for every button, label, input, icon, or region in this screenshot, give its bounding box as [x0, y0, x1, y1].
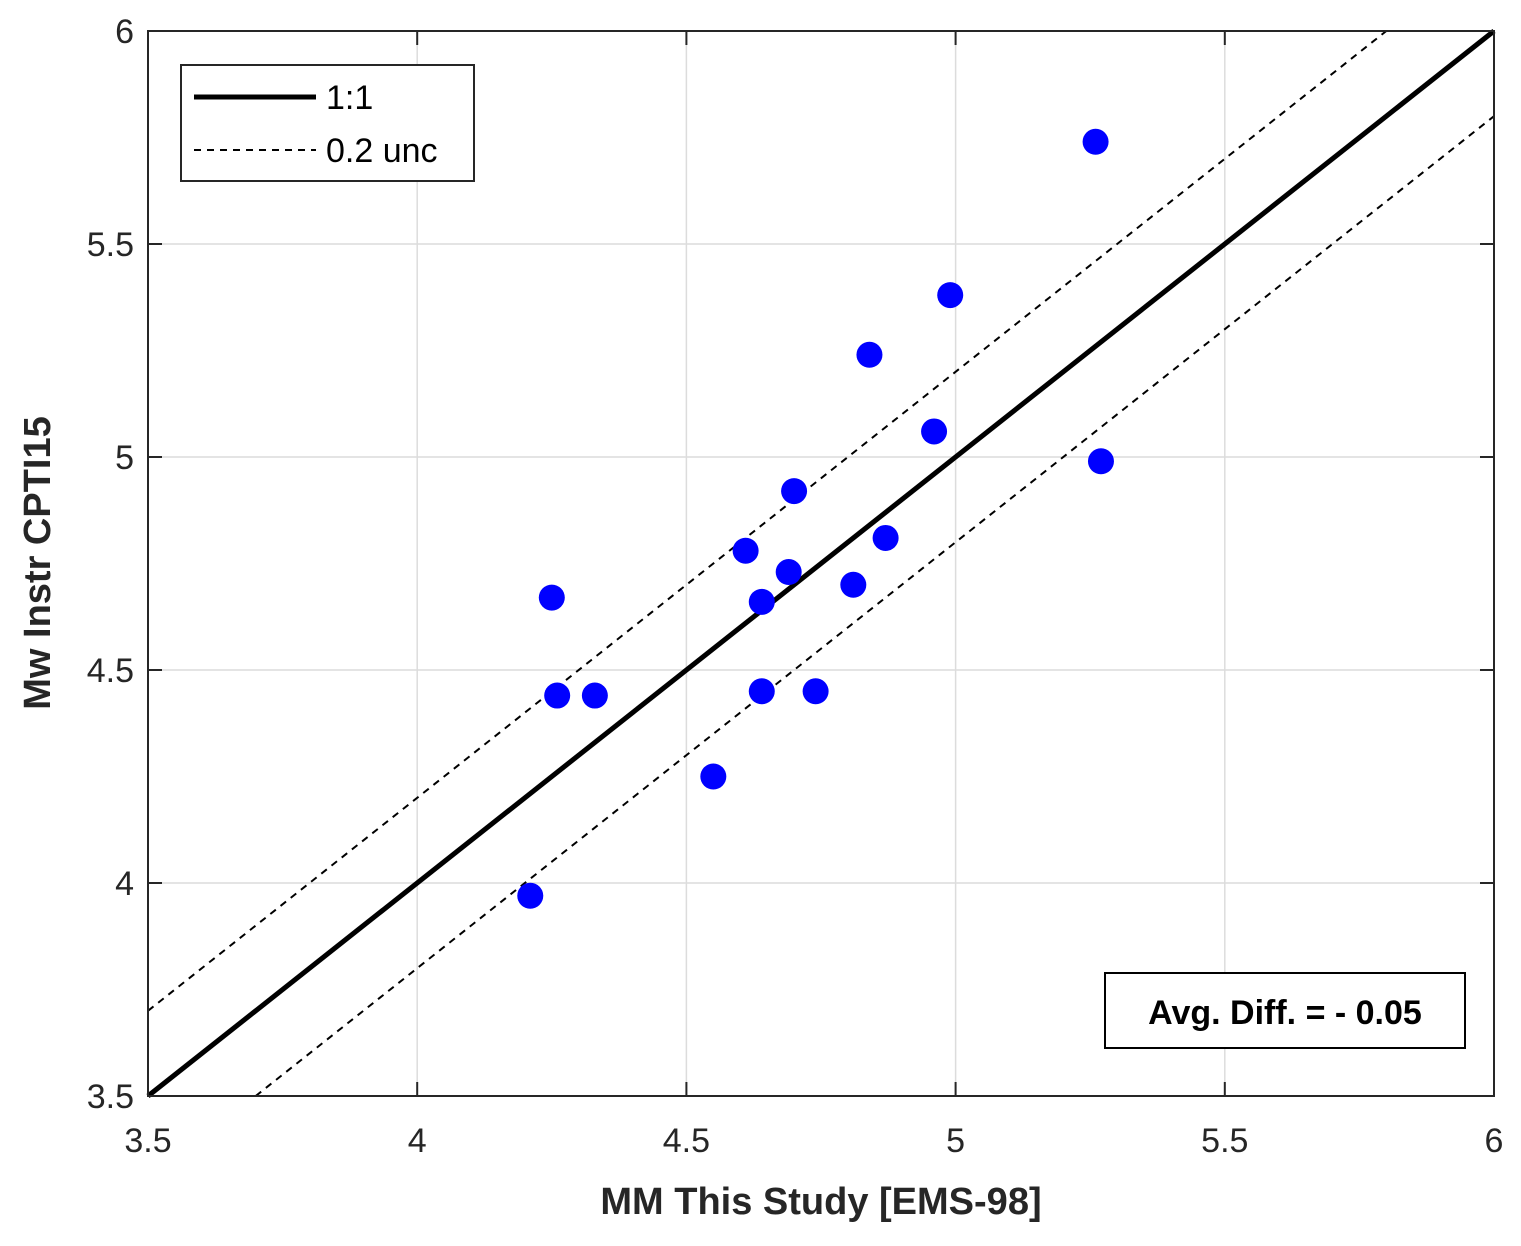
uncertainty-line-2 [255, 115, 1495, 1097]
y-tick-label-0: 3.5 [87, 1078, 134, 1116]
annotation-text: Avg. Diff. = - 0.05 [1148, 994, 1422, 1032]
y-tick-label-2: 4.5 [87, 652, 134, 690]
data-point-17 [1087, 448, 1114, 475]
data-point-4 [700, 763, 727, 790]
data-point-5 [732, 537, 759, 564]
y-tick-label-3: 5 [115, 439, 134, 477]
one-to-one-line [146, 29, 1496, 1098]
legend-box [180, 64, 475, 182]
data-point-1 [538, 584, 565, 611]
x-tick-label-2: 4.5 [663, 1122, 710, 1160]
y-tick-label-5: 6 [115, 13, 134, 51]
x-axis-title: MM This Study [EMS-98] [600, 1181, 1041, 1223]
data-point-16 [1082, 128, 1109, 155]
y-axis-title: Mw Instr CPTI15 [17, 416, 59, 710]
data-point-12 [856, 341, 883, 368]
axes [147, 30, 1495, 1097]
plot-frame [147, 30, 1495, 1097]
y-tick-label-1: 4 [115, 865, 134, 903]
data-point-7 [748, 678, 775, 705]
avg-diff-annotation: Avg. Diff. = - 0.05 [1104, 972, 1466, 1049]
legend: 1:1 0.2 unc [180, 64, 475, 182]
legend-label-1-1: 1:1 [326, 79, 373, 117]
data-point-6 [748, 588, 775, 615]
x-tick-label-1: 4 [408, 1122, 427, 1160]
data-point-2 [544, 682, 571, 709]
data-points [517, 128, 1114, 909]
data-point-15 [937, 282, 964, 309]
tick-labels: 3.5 4 4.5 5 5.5 6 3.5 4 4.5 5 5.5 6 [87, 13, 1504, 1160]
data-point-14 [921, 418, 948, 445]
data-point-10 [802, 678, 829, 705]
y-tick-label-4: 5.5 [87, 226, 134, 264]
annotation-box [1104, 972, 1466, 1049]
x-tick-label-0: 3.5 [124, 1122, 171, 1160]
x-tick-label-5: 6 [1485, 1122, 1504, 1160]
uncertainty-line-1 [147, 30, 1387, 1012]
data-point-9 [781, 478, 808, 505]
data-point-13 [872, 524, 899, 551]
data-point-11 [840, 571, 867, 598]
reference-lines [146, 29, 1496, 1098]
data-point-0 [517, 882, 544, 909]
x-tick-label-3: 5 [946, 1122, 965, 1160]
data-point-3 [581, 682, 608, 709]
legend-label-unc: 0.2 unc [326, 132, 438, 170]
data-point-8 [775, 559, 802, 586]
x-tick-label-4: 5.5 [1201, 1122, 1248, 1160]
